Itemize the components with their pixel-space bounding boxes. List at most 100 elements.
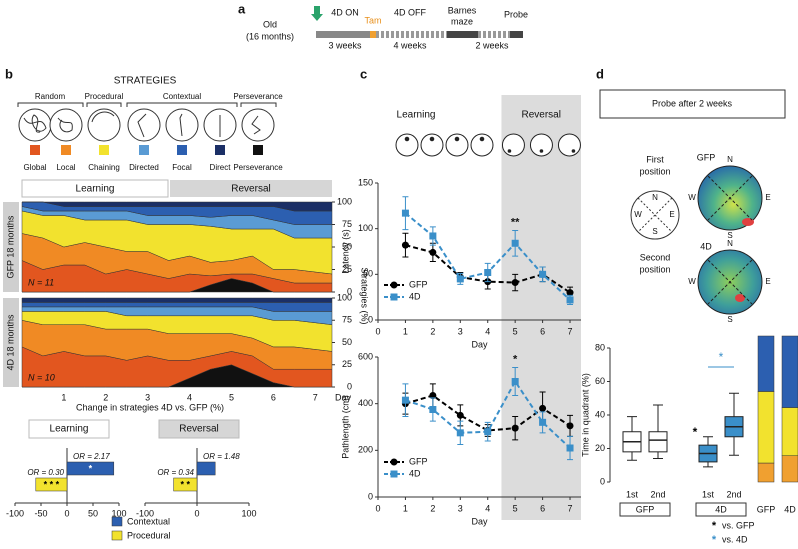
position-label: position <box>639 166 670 176</box>
marker <box>511 239 519 247</box>
panel-label: c <box>360 66 367 81</box>
marker <box>539 270 547 278</box>
maze-icon <box>18 108 52 142</box>
divider <box>707 175 753 221</box>
path-icon <box>91 111 115 123</box>
y-tick-label: 40 <box>595 409 605 419</box>
strategy-group: Random <box>35 92 66 101</box>
x-axis-label: Day <box>335 392 352 402</box>
compass-label: W <box>634 210 642 219</box>
marker <box>566 289 574 297</box>
legend-swatch <box>111 530 123 541</box>
compass-label: N <box>727 155 733 164</box>
maze-icon <box>165 108 199 142</box>
reversal-shade <box>501 95 581 520</box>
region-label: Reversal <box>521 110 560 121</box>
target <box>454 136 460 142</box>
x-tick-label: 2 <box>430 503 435 513</box>
y-tick-label: 50 <box>363 269 373 279</box>
legend-symbol: * <box>712 534 717 546</box>
marker <box>566 296 574 304</box>
annotation: * <box>719 350 724 364</box>
bracket <box>86 102 122 107</box>
legend-label: Local <box>56 163 75 172</box>
phase: Tam <box>364 15 381 25</box>
target <box>507 149 512 153</box>
legend-marker <box>390 470 398 478</box>
bracket <box>240 102 277 107</box>
maze-bar <box>447 31 478 38</box>
target <box>429 136 435 142</box>
y-tick-label: 400 <box>358 398 373 408</box>
legend-swatch <box>61 145 71 155</box>
n-label: N = 10 <box>28 372 55 382</box>
maze-icon <box>395 133 419 157</box>
x-tick-label: 4D <box>784 504 796 514</box>
y-tick-label: 75 <box>342 315 352 325</box>
x-tick-label: 0 <box>64 508 69 518</box>
or-label: OR = 1.48 <box>203 452 240 461</box>
strategy-group: Contextual <box>163 92 201 101</box>
position-label: Second <box>640 252 671 262</box>
legend-swatch <box>253 145 263 155</box>
on-bar <box>316 31 370 38</box>
x-tick-label: 4 <box>485 503 490 513</box>
phase: maze <box>451 16 473 26</box>
strategy-area <box>21 297 333 303</box>
group-label: GFP 18 months <box>5 215 15 278</box>
y-tick-label: 0 <box>368 491 373 501</box>
y-tick-label: 600 <box>358 351 373 361</box>
legend-label: vs. 4D <box>722 534 748 544</box>
map-label: GFP <box>697 152 716 162</box>
group-box <box>619 502 671 517</box>
phase-label: Learning <box>76 184 115 195</box>
y-tick-label: 0 <box>347 381 352 391</box>
marker <box>511 424 519 432</box>
maze-icon <box>501 133 525 157</box>
x-tick-label: 7 <box>313 392 318 402</box>
maze-icon <box>127 108 161 142</box>
compass-schematic <box>630 190 680 240</box>
x-tick-label: 7 <box>568 503 573 513</box>
target <box>479 136 485 142</box>
legend-label: Focal <box>172 163 192 172</box>
annotation: ** <box>511 216 520 228</box>
marker <box>539 418 547 426</box>
marker <box>456 275 464 283</box>
x-tick-label: 100 <box>111 508 126 518</box>
title-box <box>28 419 110 439</box>
hotspot <box>742 218 754 226</box>
arrow <box>311 6 323 21</box>
y-tick-label: 80 <box>595 342 605 352</box>
y-axis-label: Pathlength (cm) <box>340 395 350 459</box>
or-label: OR = 0.34 <box>157 468 194 477</box>
y-tick-label: 25 <box>342 359 352 369</box>
legend-marker <box>390 458 398 466</box>
legend-swatch <box>215 145 225 155</box>
x-tick-label: 5 <box>513 503 518 513</box>
probe-title: Probe after 2 weeks <box>652 98 733 108</box>
maze-icon <box>420 133 444 157</box>
y-tick-label: 50 <box>342 241 352 251</box>
significance: * <box>89 463 93 473</box>
duration: 2 weeks <box>475 40 509 50</box>
x-tick-label: 5 <box>513 326 518 336</box>
x-tick-label: 0 <box>194 508 199 518</box>
annotation: * <box>693 425 698 439</box>
panel-label: a <box>238 1 246 16</box>
compass-label: S <box>727 231 732 240</box>
n-label: N = 11 <box>28 277 54 287</box>
y-axis-label: Latency (s) <box>340 229 350 274</box>
stacked-bar <box>781 407 798 456</box>
target <box>404 136 410 142</box>
x-tick-label: -100 <box>6 508 24 518</box>
chart-title: Learning <box>50 424 89 435</box>
x-tick-label: 5 <box>229 392 234 402</box>
legend-label: Procedural <box>127 530 171 540</box>
position-label: position <box>639 264 670 274</box>
y-tick-label: 75 <box>342 219 352 229</box>
legend-swatch <box>30 145 40 155</box>
significance: * * * <box>44 479 60 489</box>
y-tick-label: 150 <box>358 177 373 187</box>
x-tick-label: GFP <box>757 504 776 514</box>
